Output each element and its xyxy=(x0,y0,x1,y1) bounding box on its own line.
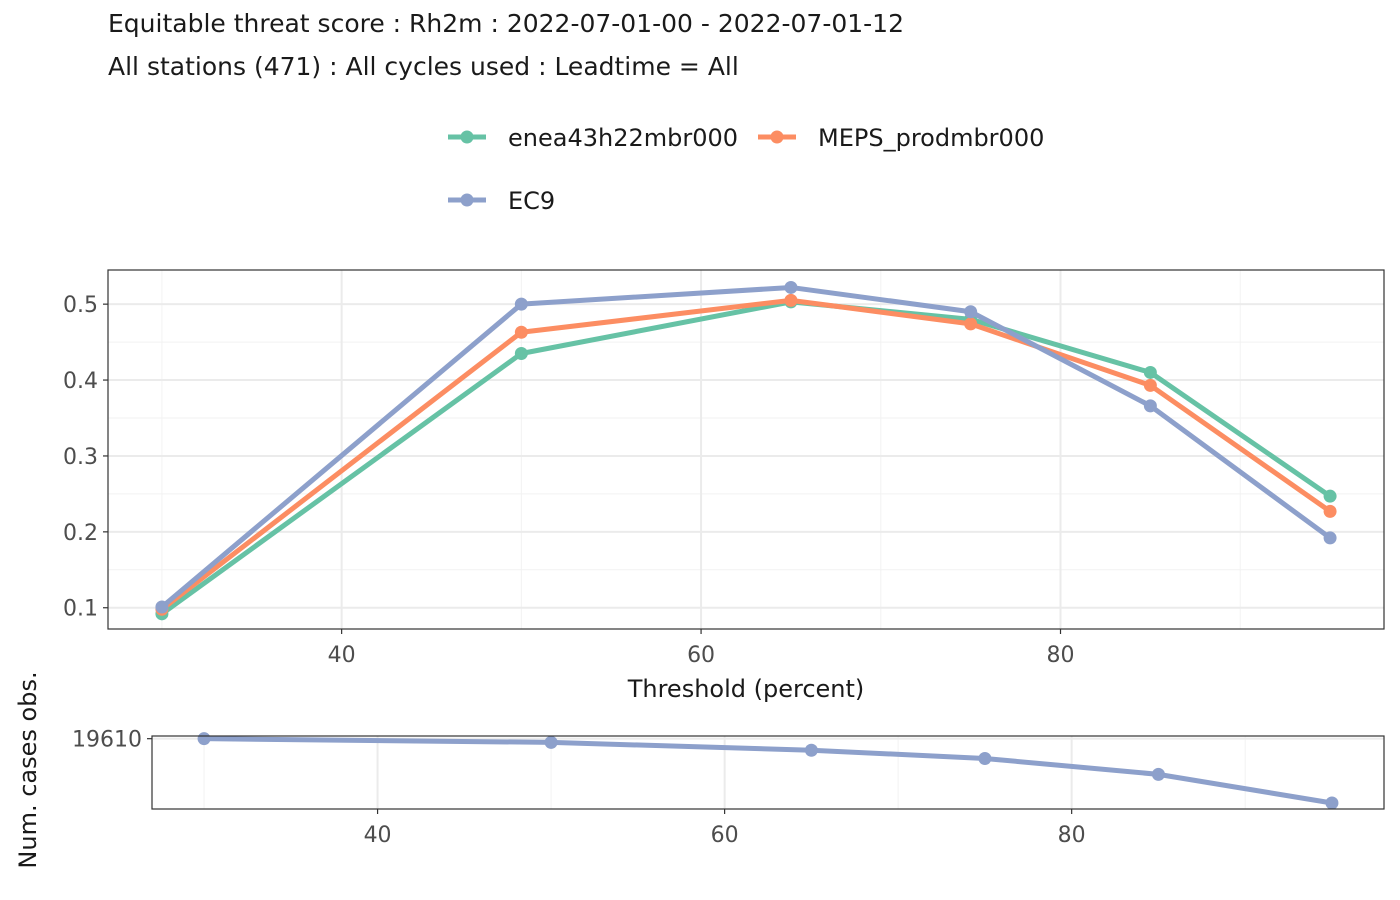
panel-border xyxy=(151,735,1385,810)
data-point xyxy=(514,346,528,360)
legend-label-enea43h22mbr000: enea43h22mbr000 xyxy=(508,124,738,152)
data-point xyxy=(784,293,798,307)
legend-swatch-point xyxy=(460,130,474,144)
data-point xyxy=(1323,504,1337,518)
x-tick-label: 60 xyxy=(711,823,739,848)
y-tick-label: 19610 xyxy=(72,728,142,753)
series-line-MEPS_prodmbr000 xyxy=(160,297,1332,612)
y-tick-label: 0.2 xyxy=(63,521,98,546)
chart-subtitle: All stations (471) : All cycles used : L… xyxy=(108,52,739,81)
data-point xyxy=(1325,796,1339,810)
main-plot-panel: 40 60 80 0.1 0.2 0.3 0.4 0.5 Threshold (percent) xyxy=(63,269,1385,703)
data-point xyxy=(1143,399,1157,413)
y-tick-label: 0.5 xyxy=(63,293,98,318)
data-point xyxy=(1323,489,1337,503)
legend-label-EC9: EC9 xyxy=(508,187,555,215)
series-line-EC9 xyxy=(204,736,1333,806)
data-point xyxy=(544,735,558,749)
legend-swatch-point xyxy=(770,130,784,144)
data-point xyxy=(964,305,978,319)
y-tick-label: 0.3 xyxy=(63,445,98,470)
x-axis-title: Threshold (percent) xyxy=(627,675,865,703)
panel-border xyxy=(107,269,1385,630)
data-point xyxy=(978,751,992,765)
series-line-EC9 xyxy=(160,284,1332,609)
data-point xyxy=(1143,365,1157,379)
x-tick-label: 80 xyxy=(1047,643,1075,668)
x-tick-label: 80 xyxy=(1058,823,1086,848)
data-point xyxy=(1151,767,1165,781)
x-tick-label: 60 xyxy=(687,643,715,668)
y-axis-title: Num. cases obs. xyxy=(14,671,42,868)
data-point xyxy=(784,280,798,294)
y-tick-label: 0.4 xyxy=(63,369,98,394)
data-point xyxy=(1323,531,1337,545)
count-plot-panel: 40 60 80 19610 Num. cases obs. xyxy=(14,671,1385,869)
data-point xyxy=(514,325,528,339)
data-point xyxy=(514,297,528,311)
legend: enea43h22mbr000 MEPS_prodmbr000 EC9 xyxy=(448,124,1044,215)
data-point xyxy=(197,732,211,746)
legend-swatch-point xyxy=(460,193,474,207)
data-point xyxy=(964,317,978,331)
data-point xyxy=(155,600,169,614)
data-point xyxy=(804,743,818,757)
x-tick-label: 40 xyxy=(328,643,356,668)
data-point xyxy=(1143,378,1157,392)
chart-title: Equitable threat score : Rh2m : 2022-07-… xyxy=(108,9,904,38)
y-tick-label: 0.1 xyxy=(63,597,98,622)
x-tick-label: 40 xyxy=(364,823,392,848)
legend-label-MEPS_prodmbr000: MEPS_prodmbr000 xyxy=(818,124,1044,152)
